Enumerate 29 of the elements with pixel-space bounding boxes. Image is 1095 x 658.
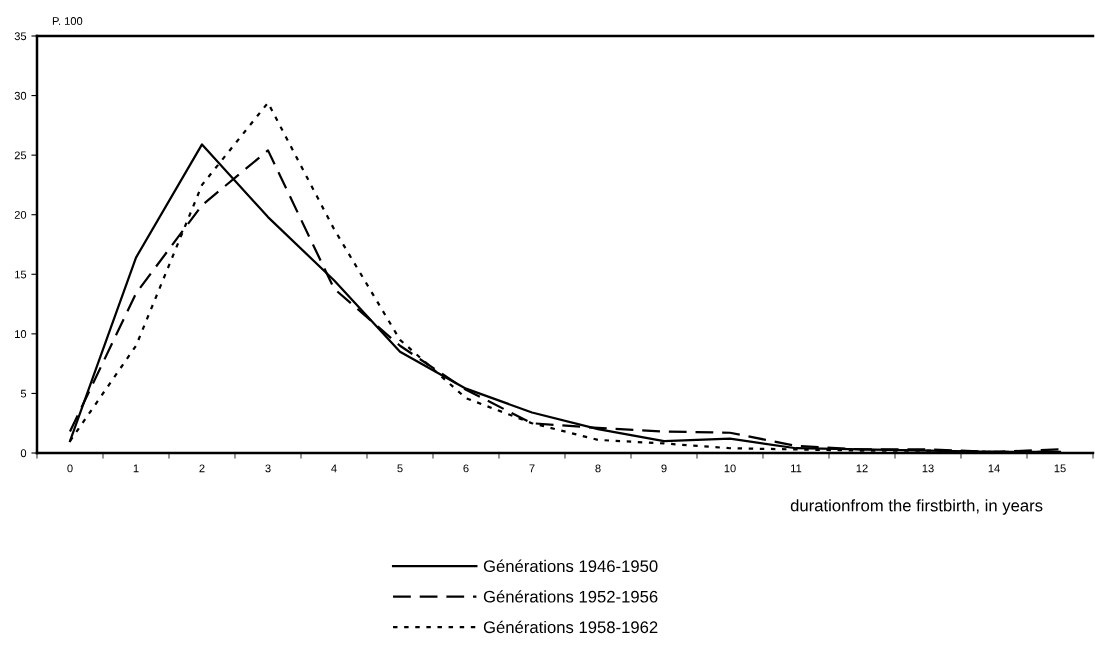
legend-label: Générations 1958-1962	[483, 620, 658, 634]
y-tick-label: 20	[14, 210, 27, 219]
x-tick-label: 10	[724, 464, 736, 473]
y-tick-label: 0	[20, 449, 27, 458]
y-tick-label: 10	[15, 330, 27, 338]
x-tick-label: 0	[67, 464, 73, 473]
x-tick-label: 15	[1054, 464, 1066, 473]
x-tick-label: 11	[791, 464, 802, 473]
y-tick-label: 35	[14, 32, 27, 41]
x-tick-label: 8	[595, 464, 601, 473]
x-tick-label: 2	[199, 464, 205, 473]
x-tick-label: 1	[133, 464, 139, 473]
x-tick-label: 14	[988, 464, 1000, 473]
x-tick-label: 3	[265, 464, 271, 473]
y-tick-label: 30	[14, 91, 27, 100]
x-tick-label: 7	[529, 464, 535, 473]
y-tick-label: 25	[14, 151, 27, 160]
x-tick-label: 4	[331, 464, 337, 473]
x-axis-title: durationfrom the firstbirth, in years	[790, 499, 1043, 515]
x-tick-label: 13	[922, 464, 934, 473]
x-tick-label: 12	[856, 464, 868, 473]
y-axis-title: P. 100	[52, 17, 83, 25]
y-tick-label: 5	[20, 389, 27, 398]
legend-label: Générations 1946-1950	[483, 559, 658, 573]
legend-label: Générations 1952-1956	[483, 590, 658, 603]
y-tick-label: 15	[15, 270, 27, 279]
x-tick-label: 6	[463, 464, 469, 473]
x-tick-label: 9	[661, 464, 667, 473]
x-tick-label: 5	[397, 464, 403, 473]
